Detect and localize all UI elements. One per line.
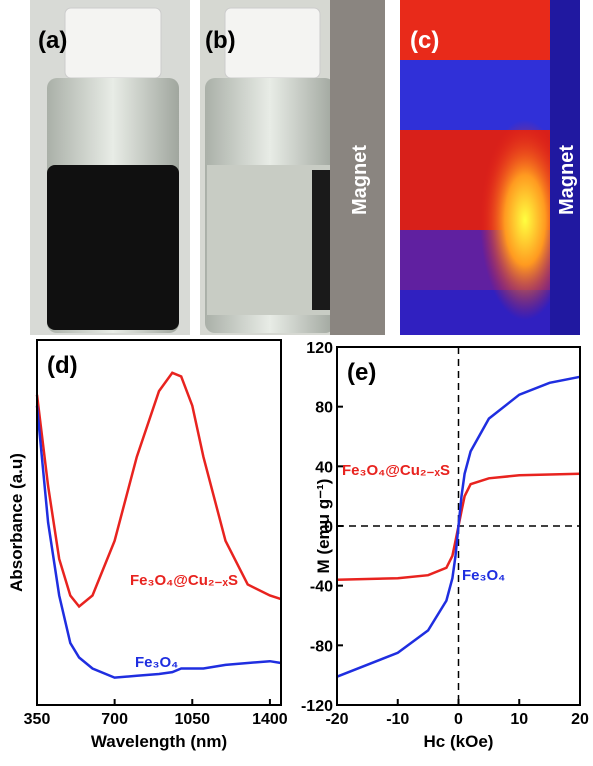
- panel-label: (b): [205, 27, 236, 54]
- photo-b: (b) Magnet: [200, 0, 385, 335]
- annotation: Magnet: [556, 145, 578, 215]
- series-label: Fe₃O₄: [135, 654, 178, 671]
- x-tick-label: 350: [24, 711, 51, 728]
- y-tick-label: 0: [324, 519, 333, 536]
- x-tick-label: -20: [325, 711, 348, 728]
- series-line: [336, 375, 581, 678]
- x-tick-label: 1050: [174, 711, 210, 728]
- x-axis-label: Wavelength (nm): [91, 732, 227, 751]
- x-tick-label: 20: [571, 711, 589, 728]
- series-label: Fe₃O₄@Cu₂₋ₓS: [130, 572, 238, 589]
- x-tick-label: 0: [454, 711, 463, 728]
- x-tick-label: -10: [386, 711, 409, 728]
- series-line: [35, 371, 282, 609]
- y-tick-label: -80: [310, 638, 333, 655]
- y-tick-label: 40: [315, 459, 333, 476]
- panel-label: (e): [347, 359, 376, 386]
- panel-label: (a): [38, 27, 67, 54]
- series-label: Fe₃O₄@Cu₂₋ₓS: [342, 462, 450, 479]
- x-axis-label: Hc (kOe): [424, 732, 494, 751]
- y-tick-label: -40: [310, 579, 333, 596]
- y-axis-label: M (emu g⁻¹): [314, 479, 333, 574]
- plot-frame: [36, 339, 282, 706]
- y-tick-label: 120: [306, 340, 333, 357]
- x-tick-label: 10: [510, 711, 528, 728]
- photo-a: (a): [30, 0, 190, 335]
- series-line: [35, 405, 282, 679]
- panel-label: (d): [47, 352, 78, 379]
- x-tick-label: 1400: [252, 711, 288, 728]
- annotation: Magnet: [349, 145, 371, 215]
- y-axis-label: Absorbance (a.u): [7, 453, 26, 592]
- photo-c: (c) Magnet: [400, 0, 580, 335]
- y-tick-label: 80: [315, 400, 333, 417]
- series-label: Fe₃O₄: [462, 567, 505, 584]
- panel-label: (c): [410, 27, 439, 54]
- y-tick-label: -120: [301, 698, 333, 715]
- x-tick-label: 700: [101, 711, 128, 728]
